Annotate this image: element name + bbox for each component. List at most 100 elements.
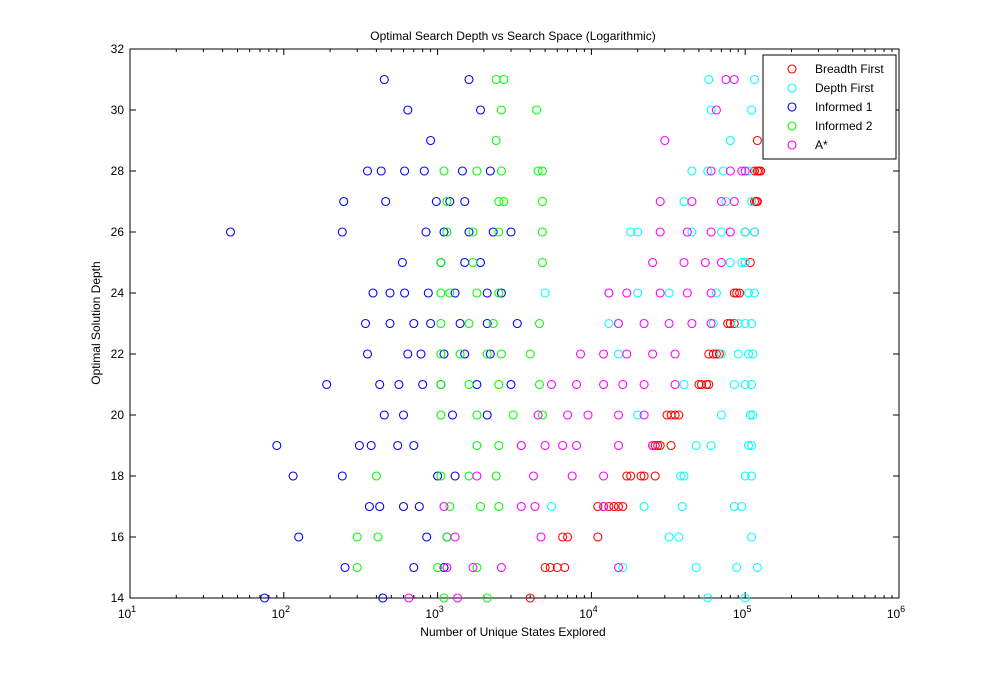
scatter-point	[530, 501, 540, 512]
scatter-point	[494, 227, 504, 237]
scatter-point	[450, 532, 460, 542]
scatter-point	[445, 288, 455, 298]
scatter-point	[593, 532, 603, 542]
x-tick-label: 101	[118, 604, 136, 621]
scatter-point	[516, 501, 526, 512]
scatter-point	[622, 349, 632, 359]
x-tick-label-base: 10	[425, 607, 439, 621]
scatter-point	[747, 471, 757, 481]
series-group	[225, 74, 522, 603]
scatter-point	[455, 318, 465, 329]
legend-marker	[787, 102, 797, 112]
scatter-point	[716, 349, 726, 359]
scatter-point	[403, 349, 413, 359]
scatter-point	[528, 471, 539, 481]
scatter-point	[442, 196, 452, 207]
scatter-point	[670, 410, 680, 420]
scatter-point	[534, 318, 545, 329]
scatter-point	[533, 166, 543, 176]
scatter-point	[546, 501, 557, 512]
scatter-point	[376, 166, 386, 176]
scatter-point	[375, 379, 385, 390]
scatter-point	[436, 410, 446, 420]
scatter-point	[704, 379, 714, 390]
scatter-point	[737, 166, 747, 176]
scatter-point	[655, 196, 665, 207]
scatter-point	[436, 471, 446, 481]
scatter-point	[575, 349, 586, 359]
scatter-point	[445, 501, 455, 512]
scatter-point	[733, 318, 743, 329]
scatter-point	[455, 349, 465, 359]
scatter-point	[360, 318, 371, 329]
scatter-point	[743, 166, 754, 176]
scatter-point	[506, 227, 516, 237]
scatter-point	[381, 196, 391, 207]
scatter-point	[716, 196, 726, 207]
scatter-point	[540, 288, 550, 298]
scatter-point	[468, 227, 478, 237]
scatter-point	[533, 410, 543, 420]
y-tick-label: 20	[111, 408, 125, 422]
scatter-point	[650, 471, 660, 481]
scatter-point	[747, 379, 757, 390]
series-group	[352, 74, 547, 603]
scatter-point	[677, 501, 687, 512]
scatter-point	[366, 440, 376, 451]
scatter-point	[626, 471, 636, 481]
scatter-point	[499, 196, 509, 207]
x-tick-label: 105	[733, 604, 751, 621]
scatter-point	[571, 379, 582, 390]
x-tick-label-exponent: 4	[593, 604, 598, 614]
data-points	[225, 74, 766, 603]
scatter-point	[633, 410, 643, 420]
scatter-point	[732, 288, 742, 298]
scatter-point	[687, 318, 697, 329]
scatter-point	[711, 349, 721, 359]
scatter-point	[599, 379, 609, 390]
scatter-point	[491, 471, 501, 481]
scatter-point	[409, 562, 419, 573]
scatter-point	[599, 349, 609, 359]
x-tick-label-base: 10	[887, 607, 901, 621]
scatter-point	[532, 105, 542, 115]
scatter-point	[740, 379, 750, 390]
scatter-point	[563, 532, 573, 542]
scatter-point	[558, 532, 568, 542]
scatter-point	[534, 379, 545, 390]
scatter-point	[400, 288, 410, 298]
scatter-point	[403, 105, 413, 115]
scatter-point	[482, 410, 492, 420]
scatter-point	[636, 471, 646, 481]
scatter-point	[272, 440, 282, 451]
x-axis-label: Number of Unique States Explored	[420, 625, 605, 639]
scatter-point	[622, 288, 632, 298]
scatter-point	[747, 532, 757, 542]
scatter-point	[439, 349, 449, 359]
legend-item: Breadth First	[787, 62, 884, 76]
scatter-point	[475, 105, 486, 115]
scatter-point	[708, 318, 718, 329]
scatter-point	[725, 135, 735, 146]
scatter-point	[362, 349, 373, 359]
x-tick-label-base: 10	[118, 607, 132, 621]
scatter-point	[740, 471, 750, 481]
scatter-point	[706, 440, 716, 451]
chart-title: Optimal Search Depth vs Search Space (Lo…	[370, 29, 655, 43]
scatter-point	[626, 227, 636, 237]
scatter-point	[599, 501, 609, 512]
scatter-point	[752, 135, 762, 146]
scatter-point	[445, 196, 455, 207]
scatter-point	[687, 196, 697, 207]
scatter-point	[436, 318, 446, 329]
legend-item: A*	[787, 138, 828, 152]
scatter-point	[558, 440, 568, 451]
scatter-point	[546, 379, 557, 390]
scatter-point	[701, 379, 712, 390]
scatter-point	[666, 440, 676, 451]
scatter-point	[679, 257, 689, 268]
scatter-point	[485, 349, 495, 359]
series-group	[540, 74, 762, 603]
scatter-point	[706, 166, 716, 176]
scatter-point	[472, 440, 482, 451]
